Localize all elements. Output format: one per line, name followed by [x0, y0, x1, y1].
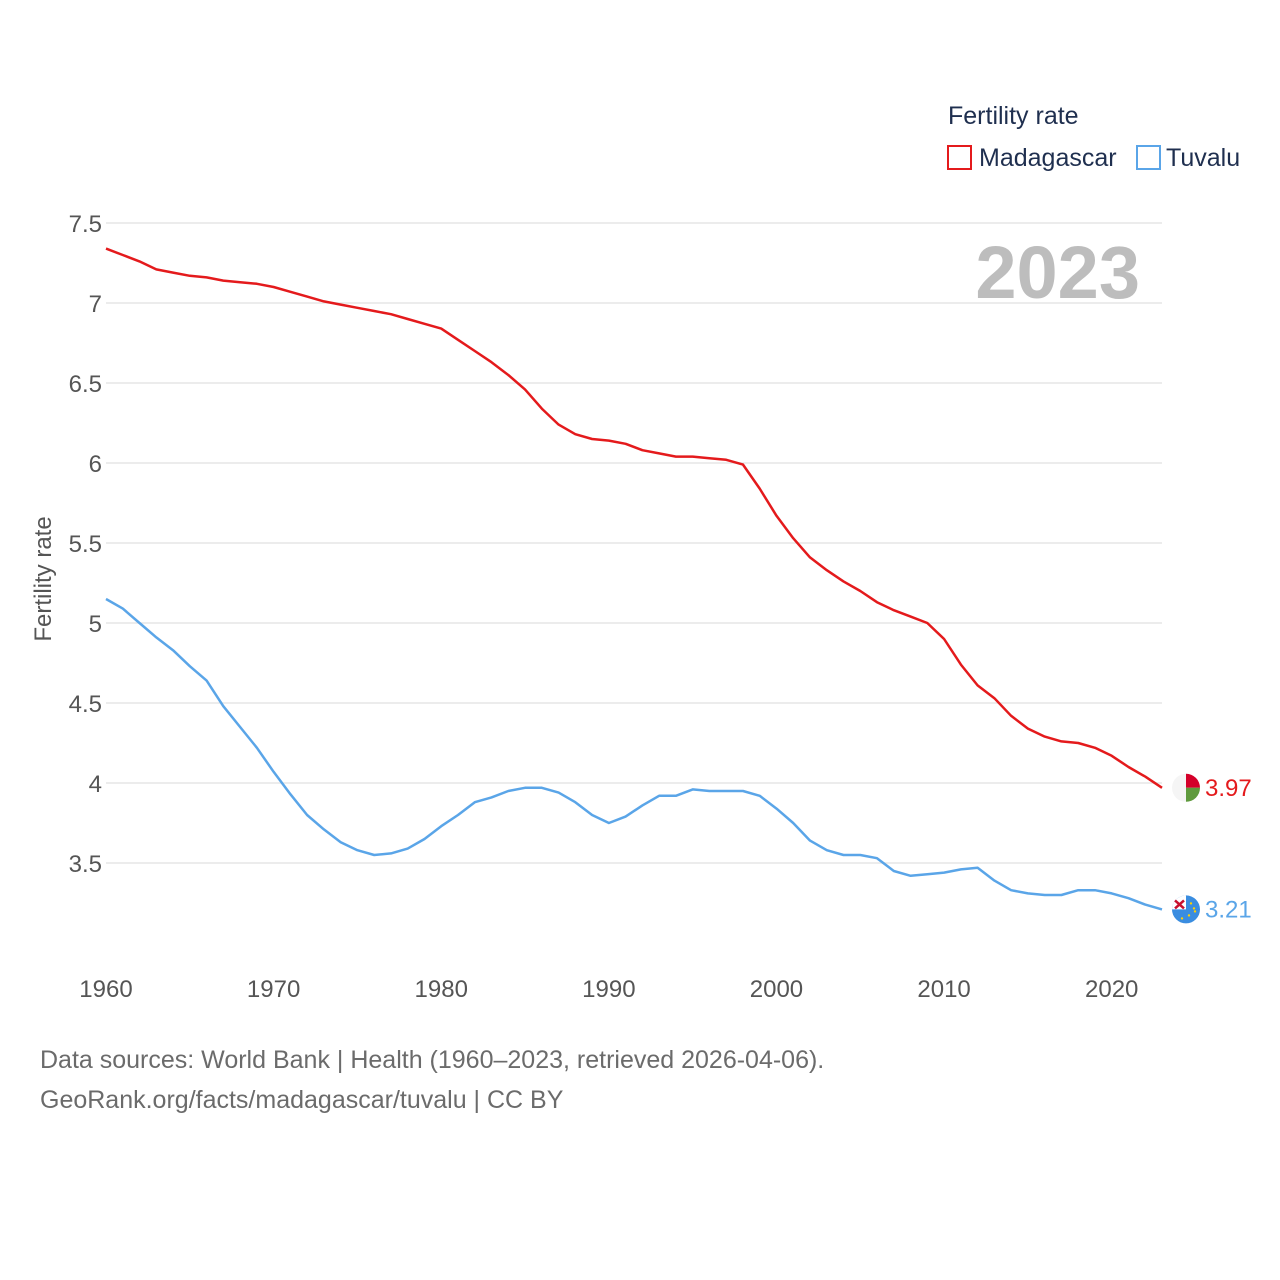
- x-tick-label: 1980: [415, 976, 468, 1003]
- y-tick-label: 4: [89, 771, 102, 798]
- y-tick-label: 7.5: [69, 211, 102, 238]
- end-label-tuvalu: 3.21: [1205, 896, 1252, 923]
- x-tick-label: 2000: [750, 976, 803, 1003]
- y-tick-label: 5: [89, 611, 102, 638]
- end-marker-madagascar: [1172, 773, 1200, 802]
- source-line-2: GeoRank.org/facts/madagascar/tuvalu | CC…: [40, 1086, 564, 1114]
- flag-star: [1193, 910, 1197, 913]
- flag-cross: [1174, 899, 1185, 910]
- y-tick-label: 7: [89, 291, 102, 318]
- flag-red-quadrant: [1186, 773, 1200, 788]
- end-markers: 3.97 3.21: [1172, 773, 1252, 924]
- series-line-tuvalu: [105, 597, 1163, 911]
- y-axis-ticks: 3.5 4 4.5 5 5.5 6 6.5 7 7.5: [69, 211, 102, 878]
- legend-label-madagascar: Madagascar: [979, 144, 1117, 172]
- legend-item-tuvalu[interactable]: Tuvalu: [1136, 144, 1240, 172]
- legend-label-tuvalu: Tuvalu: [1166, 144, 1240, 172]
- source-line-1: Data sources: World Bank | Health (1960–…: [40, 1046, 825, 1074]
- legend-swatch-madagascar: [947, 145, 972, 170]
- legend-title: Fertility rate: [948, 102, 1079, 130]
- grid-lines: [106, 222, 1162, 864]
- x-axis-ticks: 1960 1970 1980 1990 2000 2010 2020: [79, 976, 1138, 1003]
- x-tick-label: 2020: [1085, 976, 1138, 1003]
- flag-star: [1189, 902, 1193, 905]
- legend-item-madagascar[interactable]: Madagascar: [947, 144, 1117, 172]
- y-axis-title: Fertility rate: [30, 516, 57, 641]
- series-line-madagascar: [105, 247, 1163, 789]
- x-tick-label: 1990: [582, 976, 635, 1003]
- y-tick-label: 3.5: [69, 851, 102, 878]
- y-tick-label: 6.5: [69, 371, 102, 398]
- flag-green-quadrant: [1186, 787, 1200, 802]
- year-watermark: 2023: [975, 231, 1140, 314]
- flag-star: [1192, 907, 1196, 910]
- y-tick-label: 4.5: [69, 691, 102, 718]
- source-note: Data sources: World Bank | Health (1960–…: [40, 1040, 824, 1120]
- flag-star: [1180, 917, 1184, 920]
- x-tick-label: 1970: [247, 976, 300, 1003]
- y-tick-label: 6: [89, 451, 102, 478]
- series-lines: [105, 247, 1163, 911]
- end-label-madagascar: 3.97: [1205, 775, 1252, 802]
- flag-star: [1187, 914, 1191, 917]
- end-marker-tuvalu: [1172, 895, 1200, 924]
- legend: Fertility rate Madagascar Tuvalu: [947, 102, 1240, 172]
- x-tick-label: 2010: [917, 976, 970, 1003]
- legend-swatch-tuvalu: [1136, 145, 1161, 170]
- y-tick-label: 5.5: [69, 531, 102, 558]
- x-tick-label: 1960: [79, 976, 132, 1003]
